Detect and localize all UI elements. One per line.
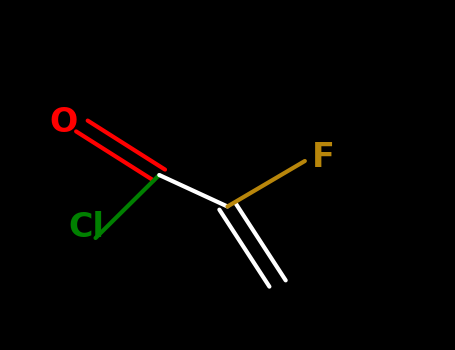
Text: F: F [312, 141, 334, 174]
Text: Cl: Cl [69, 211, 104, 244]
Text: O: O [50, 106, 78, 139]
